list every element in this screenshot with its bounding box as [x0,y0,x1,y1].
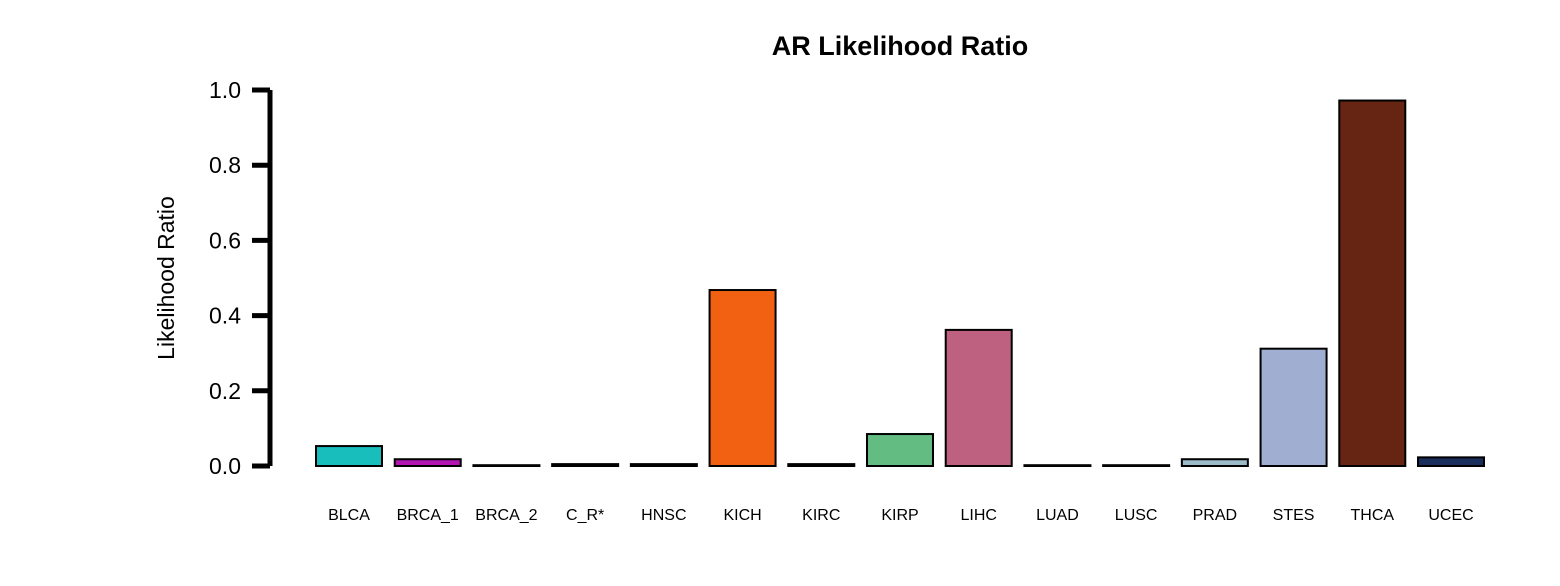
y-axis-label: Likelihood Ratio [153,196,179,360]
x-axis-tick-labels: BLCA BRCA_1 BRCA_2 C_R* HNSC KICH KIRC KIRP LIHC… [328,507,1474,524]
chart-title: AR Likelihood Ratio [772,31,1029,61]
x-tick-label: STES [1273,507,1315,524]
bar-prad [1180,458,1249,467]
x-tick-label: KIRC [802,507,840,524]
x-tick-label: LIHC [960,507,996,524]
x-tick-label: THCA [1351,507,1395,524]
y-tick-label: 0.8 [209,152,241,178]
bar-lusc [1102,464,1171,468]
bar-lihc [944,328,1013,467]
x-tick-label: BRCA_2 [475,507,537,524]
x-tick-label: PRAD [1193,507,1237,524]
bar-stes [1259,347,1328,467]
bar-luad [1023,464,1092,468]
y-tick-label: 0.4 [209,303,241,329]
bar-kirc [787,463,856,467]
x-tick-label: LUAD [1036,507,1079,524]
x-tick-label: KICH [723,507,761,524]
y-tick-label: 0.6 [209,227,241,253]
x-tick-label: HNSC [641,507,686,524]
y-axis-ticks: 0.0 0.2 0.4 0.6 0.8 1.0 [209,77,270,479]
x-tick-label: LUSC [1115,507,1158,524]
x-tick-label: BRCA_1 [397,507,459,524]
bar-kirp [866,433,934,468]
bar-brca-1 [393,458,462,467]
y-tick-label: 1.0 [209,77,241,103]
x-tick-label: C_R* [566,507,604,524]
bar-kich [708,289,777,468]
bars-group [315,99,1485,468]
bar-thca [1338,99,1407,467]
bar-blca [315,445,383,467]
bar-brca-2 [472,464,541,468]
y-tick-label: 0.2 [209,378,241,404]
x-tick-label: KIRP [881,507,918,524]
x-tick-label: BLCA [328,507,370,524]
bar-hnsc [629,463,698,467]
x-tick-label: UCEC [1428,507,1473,524]
bar-c-r [551,463,620,467]
bar-ucec [1417,456,1485,467]
y-tick-label: 0.0 [209,453,241,479]
